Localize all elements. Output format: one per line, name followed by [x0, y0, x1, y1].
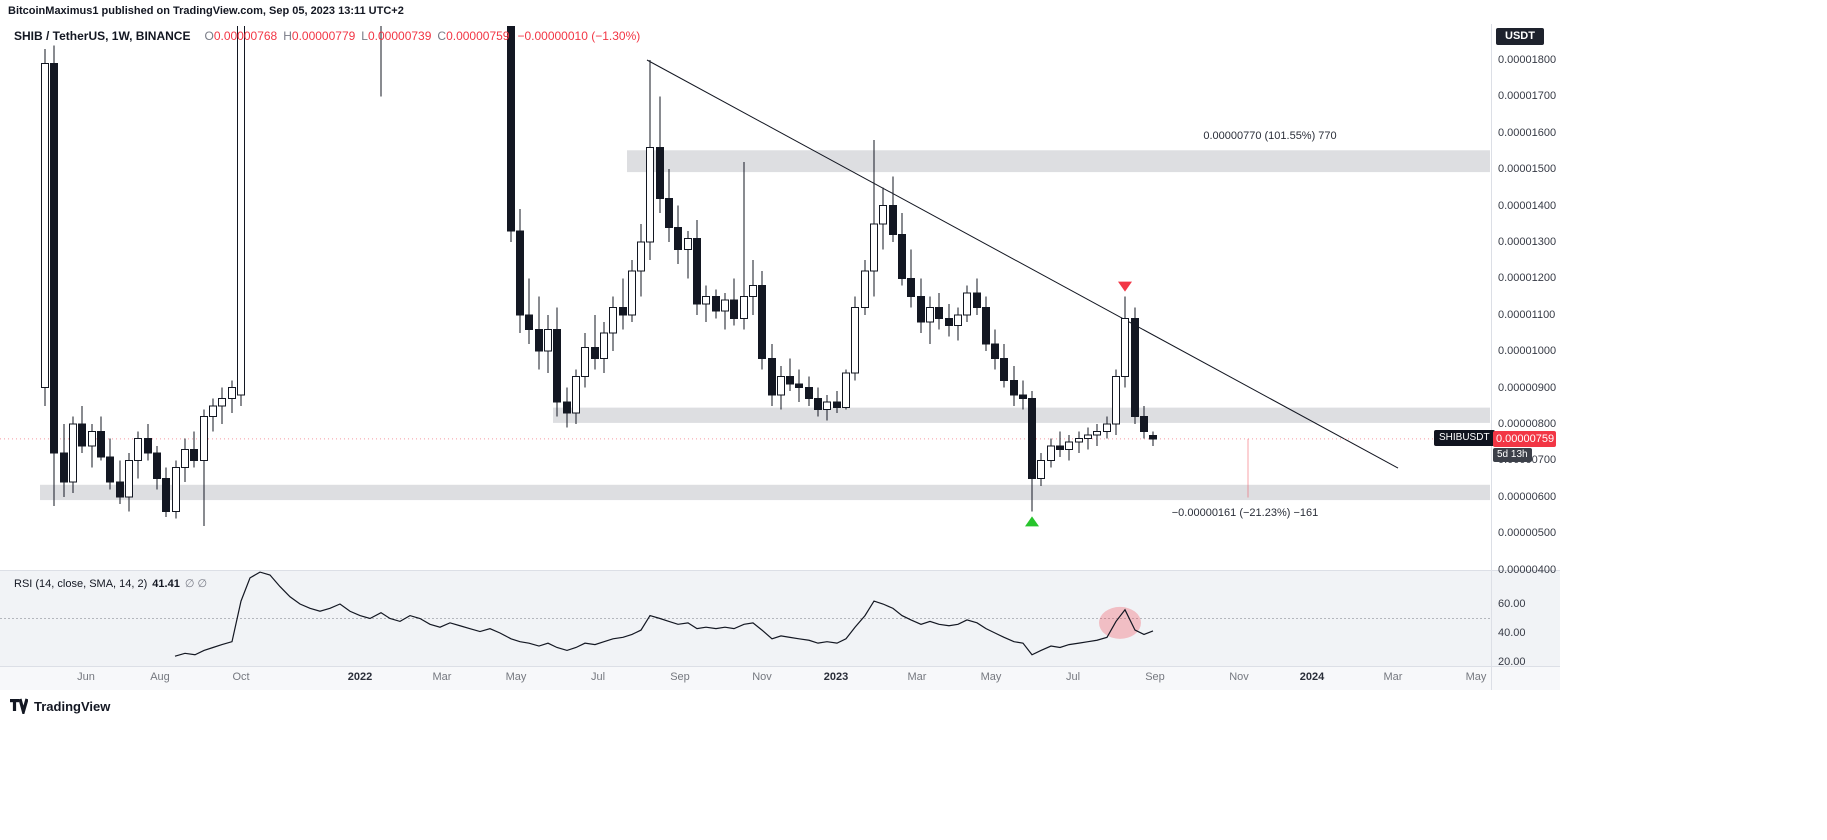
- change-value: −0.00000010 (−1.30%): [517, 29, 641, 43]
- bar-countdown-label: 5d 13h: [1493, 448, 1532, 462]
- candlestick-chart[interactable]: [0, 0, 1560, 690]
- price-axis[interactable]: [1492, 24, 1560, 666]
- close-label: C: [437, 29, 447, 43]
- rsi-indicator-name: RSI (14, close, SMA, 14, 2): [14, 578, 148, 590]
- supply-demand-zone[interactable]: [553, 407, 1490, 423]
- close-value: 0.00000759: [446, 29, 510, 43]
- high-value: 0.00000779: [291, 29, 356, 43]
- symbol-price-tag: SHIBUSDT: [1434, 430, 1495, 446]
- rsi-extra-values: ∅ ∅: [184, 578, 208, 590]
- rsi-indicator-label[interactable]: RSI (14, close, SMA, 14, 2) 41.41 ∅ ∅: [14, 577, 207, 590]
- main-price-pane[interactable]: [0, 0, 1490, 527]
- time-axis-background: [0, 666, 1560, 690]
- open-label: O: [204, 29, 214, 43]
- rsi-pane[interactable]: [0, 571, 1490, 657]
- high-label: H: [283, 29, 292, 43]
- low-value: 0.00000739: [367, 29, 432, 43]
- chart-legend: SHIB / TetherUS, 1W, BINANCE O0.00000768 H…: [14, 29, 640, 43]
- rsi-highlight-circle[interactable]: [1099, 606, 1141, 639]
- footer: TradingView: [10, 698, 110, 714]
- quote-currency-badge[interactable]: USDT: [1496, 28, 1544, 45]
- tradingview-logo-icon[interactable]: [10, 698, 28, 714]
- rsi-value: 41.41: [152, 578, 180, 590]
- price-range-annotation[interactable]: −0.00000161 (−21.23%) −161: [1171, 507, 1319, 519]
- tradingview-logo-text[interactable]: TradingView: [34, 698, 111, 714]
- rsi-pane-separator: [0, 570, 1560, 571]
- open-value: 0.00000768: [213, 29, 278, 43]
- low-label: L: [361, 29, 368, 43]
- time-axis-separator: [0, 666, 1560, 667]
- descending-trendline[interactable]: [646, 59, 1399, 469]
- symbol-title[interactable]: SHIB / TetherUS, 1W, BINANCE: [14, 29, 191, 43]
- buy-signal-marker[interactable]: [1025, 516, 1039, 527]
- price-range-annotation[interactable]: 0.00000770 (101.55%) 770: [1203, 130, 1337, 142]
- sell-signal-marker[interactable]: [1118, 281, 1132, 292]
- time-axis[interactable]: [0, 666, 1490, 690]
- price-axis-separator: [1491, 24, 1492, 690]
- supply-demand-zone[interactable]: [627, 150, 1490, 173]
- rsi-line: [174, 571, 1154, 657]
- attribution-text: BitcoinMaximus1 published on TradingView…: [8, 5, 404, 17]
- last-price-label: 0.00000759: [1493, 431, 1556, 447]
- supply-demand-zone[interactable]: [40, 484, 1490, 501]
